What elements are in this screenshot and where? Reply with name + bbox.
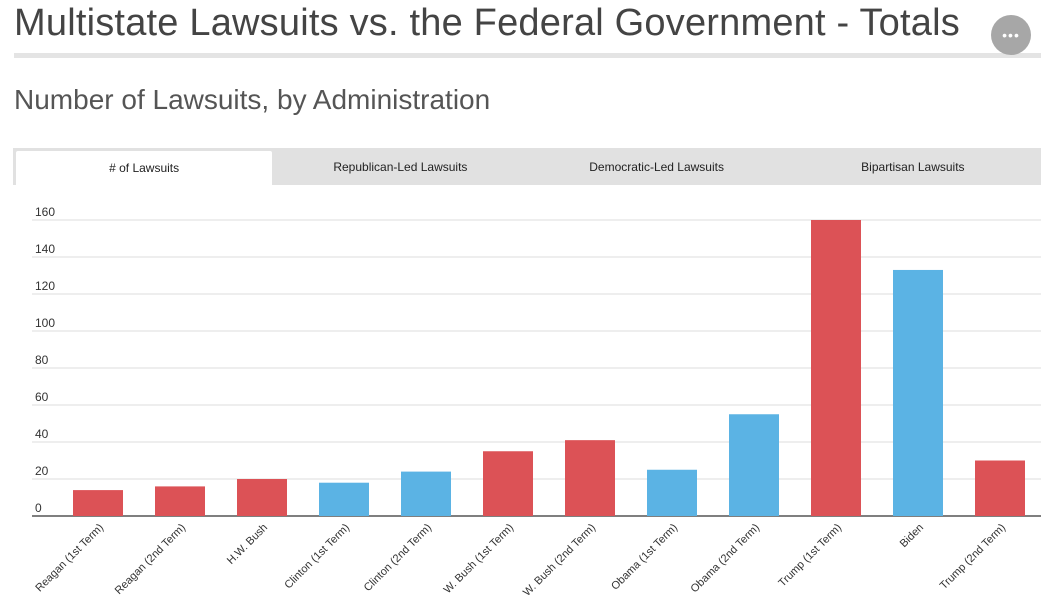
bar-chart: 0 20 40 60 80 100 120 140 160 Reagan (1st Term) R… (32, 205, 1041, 599)
x-tick-label: Trump (1st Term) (776, 522, 844, 590)
bar[interactable] (975, 460, 1025, 517)
bar[interactable] (401, 471, 451, 516)
y-tick-label: 0 (35, 501, 42, 515)
x-tick-label: Clinton (1st Term) (282, 522, 352, 592)
y-tick-label: 60 (35, 390, 49, 404)
y-tick-label: 40 (35, 427, 49, 441)
x-tick-label: Biden (898, 522, 926, 550)
x-tick-label: Reagan (1st Term) (33, 522, 106, 595)
bar[interactable] (893, 269, 943, 516)
x-tick-label: H.W. Bush (225, 522, 270, 567)
bar[interactable] (811, 220, 861, 516)
x-tick-label: W. Bush (2nd Term) (521, 522, 598, 599)
x-tick-label: Obama (2nd Term) (689, 522, 763, 596)
tab-democratic-led[interactable]: Democratic-Led Lawsuits (529, 148, 785, 185)
tab-label: Bipartisan Lawsuits (861, 159, 965, 174)
more-options-button[interactable]: ••• (991, 15, 1031, 55)
y-tick-label: 160 (35, 205, 55, 219)
tab-bar: # of Lawsuits Republican-Led Lawsuits De… (13, 148, 1041, 185)
bar[interactable] (565, 440, 615, 516)
bar[interactable] (483, 451, 533, 516)
tab-number-of-lawsuits[interactable]: # of Lawsuits (16, 151, 273, 185)
y-tick-label: 100 (35, 316, 55, 330)
tab-label: Democratic-Led Lawsuits (589, 159, 724, 174)
x-tick-label: Clinton (2nd Term) (362, 522, 434, 594)
y-tick-label: 80 (35, 353, 49, 367)
tab-label: Republican-Led Lawsuits (333, 159, 468, 174)
y-tick-label: 140 (35, 242, 55, 256)
bar[interactable] (647, 469, 697, 516)
chart-heading: Number of Lawsuits, by Administration (14, 84, 491, 115)
x-tick-label: W. Bush (1st Term) (442, 522, 516, 596)
x-axis-ticks: Reagan (1st Term) Reagan (2nd Term) H.W. B… (33, 522, 1008, 599)
page-title: Multistate Lawsuits vs. the Federal Gove… (14, 2, 960, 44)
x-tick-label: Reagan (2nd Term) (113, 522, 188, 597)
bar[interactable] (729, 414, 779, 516)
y-tick-label: 120 (35, 279, 55, 293)
bar[interactable] (155, 486, 205, 516)
tab-bipartisan[interactable]: Bipartisan Lawsuits (785, 148, 1041, 185)
x-tick-label: Obama (1st Term) (609, 522, 680, 593)
bar[interactable] (237, 479, 287, 516)
title-divider (14, 53, 1041, 58)
gridlines (32, 219, 1041, 517)
bars (73, 220, 1025, 516)
x-tick-label: Trump (2nd Term) (938, 522, 1008, 592)
y-axis-ticks: 0 20 40 60 80 100 120 140 160 (35, 205, 55, 515)
bar[interactable] (73, 490, 123, 516)
tab-republican-led[interactable]: Republican-Led Lawsuits (272, 148, 528, 185)
y-tick-label: 20 (35, 464, 49, 478)
tab-label: # of Lawsuits (109, 161, 180, 175)
bar[interactable] (319, 482, 369, 516)
ellipsis-icon: ••• (1002, 27, 1020, 43)
